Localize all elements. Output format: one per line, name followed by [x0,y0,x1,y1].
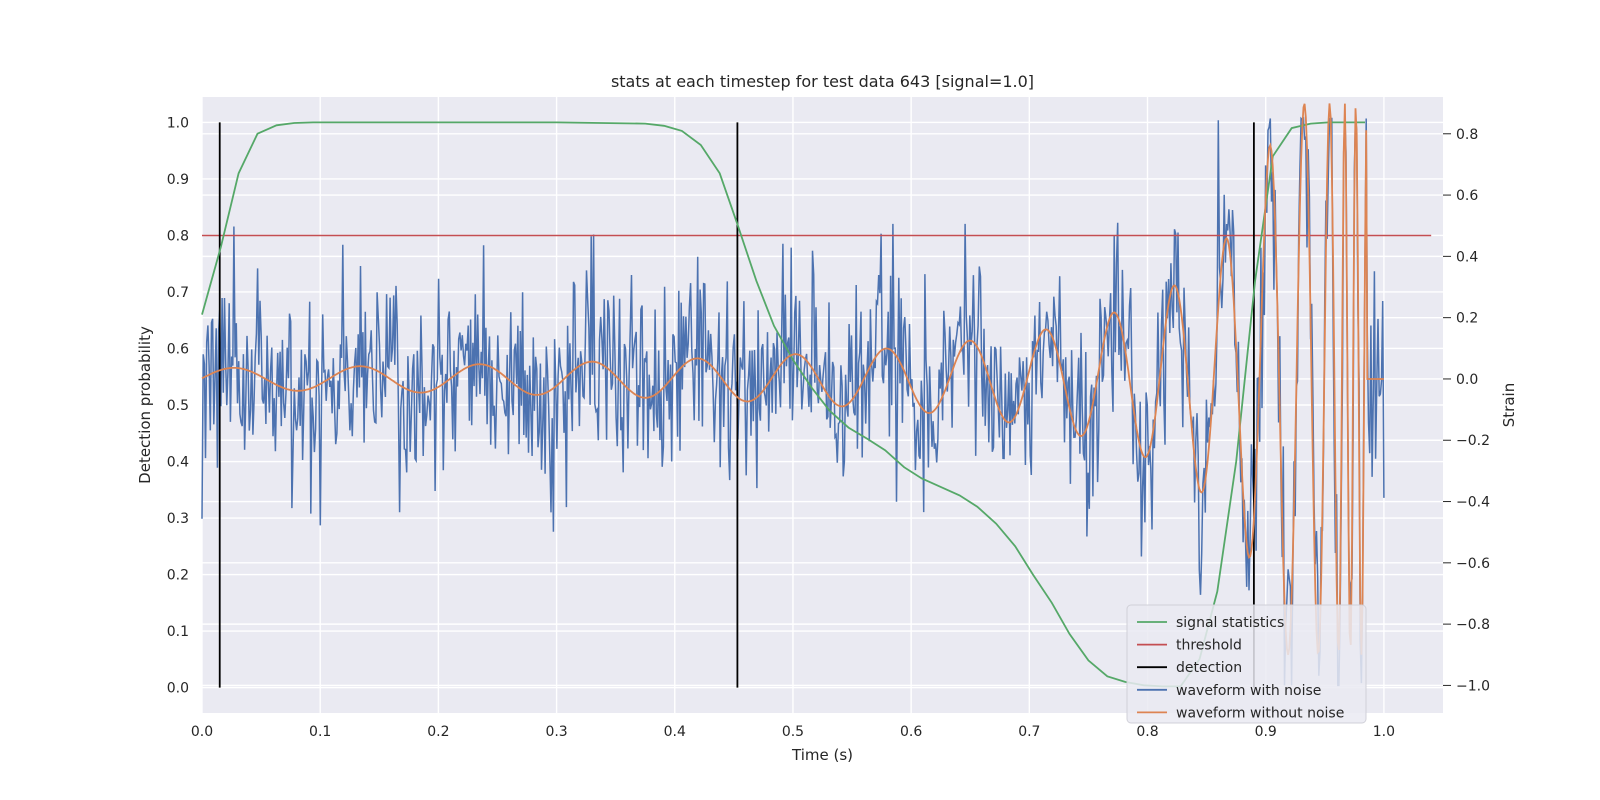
x-tick-label: 0.3 [545,724,567,740]
legend-box [1126,604,1367,724]
x-tick-label: 0.9 [1255,724,1277,740]
y2-tick-label: −0.6 [1456,556,1490,572]
legend: signal statistics threshold detection wavef… [1126,604,1367,724]
y2-tick-label: 0.4 [1456,249,1478,265]
legend-label: threshold [1176,638,1242,654]
legend-label: signal statistics [1176,615,1284,631]
y-tick-label: 0.1 [167,624,189,640]
y2-tick-label: −0.2 [1456,433,1490,449]
y2-tick-label: 0.0 [1456,372,1478,388]
y2-axis-label: Strain [1500,383,1518,427]
x-tick-label: 0.6 [900,724,922,740]
y2-tick-label: −1.0 [1456,678,1490,694]
series-layer [201,103,1432,688]
y2-tick-label: −0.4 [1456,495,1490,511]
y-tick-label: 0.4 [167,455,189,471]
y-tick-label: 0.0 [167,681,189,697]
x-tick-label: 0.0 [191,724,213,740]
x-tick-label: 0.2 [427,724,449,740]
y-tick-label: 0.5 [167,398,189,414]
y2-tick-label: 0.6 [1456,188,1478,204]
x-tick-label: 1.0 [1373,724,1395,740]
x-tick-label: 0.5 [782,724,804,740]
y-axis-label: Detection probability [136,326,154,484]
x-tick-label: 0.1 [309,724,331,740]
legend-label: waveform with noise [1176,683,1321,699]
x-tick-label: 0.7 [1018,724,1040,740]
x-axis-label: Time (s) [791,746,853,764]
y-tick-label: 0.8 [167,228,189,244]
x-tick-label: 0.4 [664,724,686,740]
y-tick-label: 0.2 [167,568,189,584]
y2-tick-label: −0.8 [1456,617,1490,633]
y-tick-label: 0.7 [167,285,189,301]
axes: 0.0 0.1 0.2 0.3 0.4 0.5 0.6 0.7 0.8 0.9 1.0 0.0 0.1 0… [167,115,1490,740]
y-tick-label: 1.0 [167,115,189,131]
y2-tick-label: 0.8 [1456,127,1478,143]
waveform-with-noise-line [201,116,1385,687]
legend-label: detection [1176,660,1242,676]
waveform-without-noise-line [201,103,1384,655]
x-tick-label: 0.8 [1136,724,1158,740]
chart-title: stats at each timestep for test data 643… [611,72,1034,91]
legend-label: waveform without noise [1176,705,1344,721]
y-tick-label: 0.3 [167,511,189,527]
y-tick-label: 0.9 [167,172,189,188]
y2-tick-label: 0.2 [1456,311,1478,327]
signal-statistics-line [201,121,1365,688]
y-tick-label: 0.6 [167,341,189,357]
